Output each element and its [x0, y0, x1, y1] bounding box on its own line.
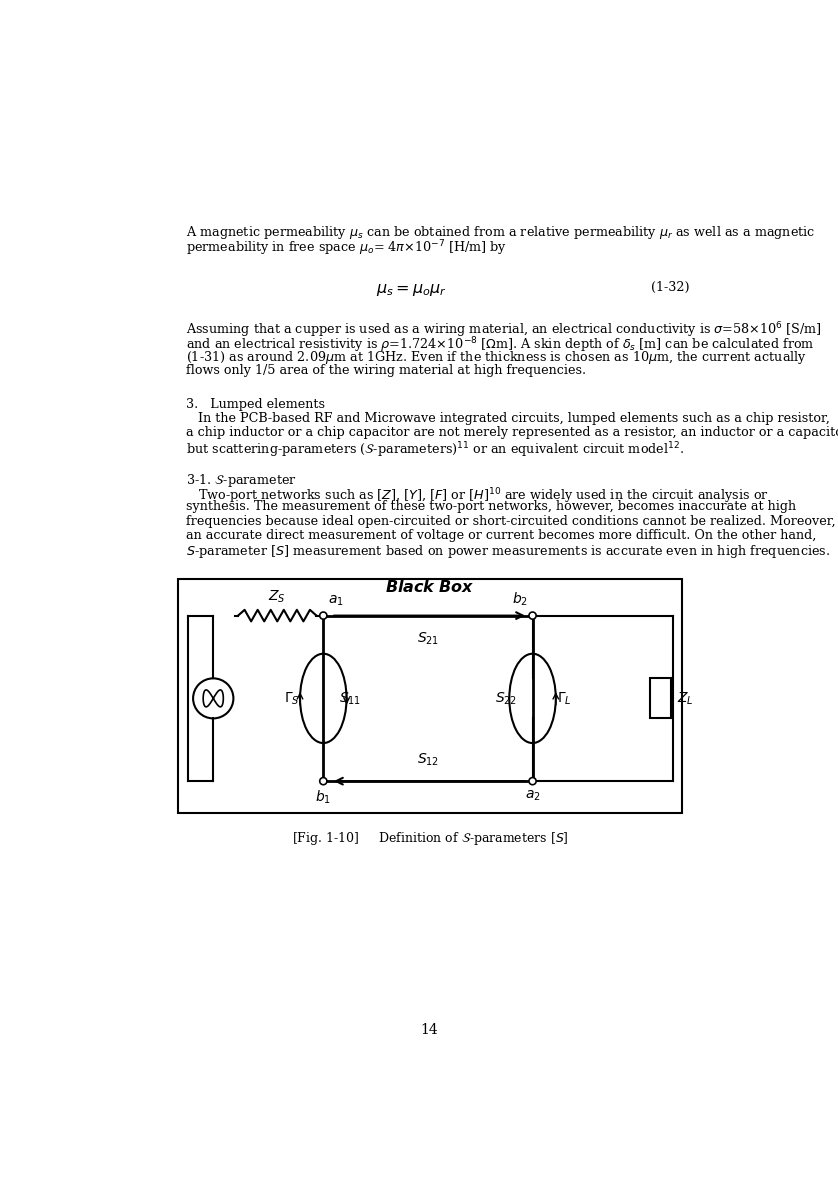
Text: $Z_L$: $Z_L$: [677, 690, 693, 707]
Text: $\bfit{Black\ Box}$: $\bfit{Black\ Box}$: [385, 580, 475, 597]
Bar: [178, 579, 682, 814]
Text: an accurate direct measurement of voltage or current becomes more difficult. On : an accurate direct measurement of voltag…: [186, 529, 816, 542]
Text: 3.   Lumped elements: 3. Lumped elements: [186, 397, 325, 410]
Circle shape: [530, 613, 535, 618]
Text: (1-31) as around 2.09$\mu$m at 1GHz. Even if the thickness is chosen as 10$\mu$m: (1-31) as around 2.09$\mu$m at 1GHz. Eve…: [186, 350, 807, 366]
Bar: [323, 616, 533, 782]
Text: $\Gamma_S$: $\Gamma_S$: [284, 690, 300, 707]
Text: Two-port networks such as [$Z$], [$Y$], [$F$] or [$H$]$^{10}$ are widely used in: Two-port networks such as [$Z$], [$Y$], …: [186, 486, 769, 505]
Text: flows only 1/5 area of the wiring material at high frequencies.: flows only 1/5 area of the wiring materi…: [186, 364, 587, 376]
Circle shape: [530, 779, 535, 783]
Text: $\Gamma_L$: $\Gamma_L$: [557, 690, 572, 707]
Text: $b_1$: $b_1$: [315, 789, 331, 806]
Bar: [650, 678, 670, 719]
Circle shape: [319, 778, 327, 785]
Text: but scattering-parameters ($\mathcal{S}$-parameters)$^{11}$ or an equivalent cir: but scattering-parameters ($\mathcal{S}$…: [186, 440, 685, 460]
Text: 3-1. $\mathcal{S}$-parameter: 3-1. $\mathcal{S}$-parameter: [186, 472, 297, 489]
Text: synthesis. The measurement of these two-port networks, however, becomes inaccura: synthesis. The measurement of these two-…: [186, 500, 796, 514]
Text: Assuming that a cupper is used as a wiring material, an electrical conductivity : Assuming that a cupper is used as a wiri…: [186, 320, 822, 340]
Text: $S$-parameter [$S$] measurement based on power measurements is accurate even in : $S$-parameter [$S$] measurement based on…: [186, 543, 830, 560]
Text: A magnetic permeability $\mu_s$ can be obtained from a relative permeability $\m: A magnetic permeability $\mu_s$ can be o…: [186, 224, 815, 241]
Text: $\mu_s = \mu_o\mu_r$: $\mu_s = \mu_o\mu_r$: [376, 281, 447, 298]
Text: $a_1$: $a_1$: [328, 593, 344, 608]
Text: $S_{12}$: $S_{12}$: [416, 752, 439, 767]
Text: and an electrical resistivity is $\rho$=1.724$\times$10$^{-8}$ [$\Omega$m]. A sk: and an electrical resistivity is $\rho$=…: [186, 336, 815, 355]
Circle shape: [529, 778, 536, 785]
Text: frequencies because ideal open-circuited or short-circuited conditions cannot be: frequencies because ideal open-circuited…: [186, 515, 835, 528]
Text: In the PCB-based RF and Microwave integrated circuits, lumped elements such as a: In the PCB-based RF and Microwave integr…: [186, 412, 830, 425]
Text: a chip inductor or a chip capacitor are not merely represented as a resistor, an: a chip inductor or a chip capacitor are …: [186, 426, 838, 439]
Text: (1-32): (1-32): [651, 281, 690, 294]
Text: [Fig. 1-10]     Definition of $\mathcal{S}$-parameters [$S$]: [Fig. 1-10] Definition of $\mathcal{S}$-…: [292, 830, 569, 848]
Circle shape: [321, 613, 325, 618]
Text: $S_{21}$: $S_{21}$: [416, 631, 439, 646]
Circle shape: [321, 779, 325, 783]
Circle shape: [529, 612, 536, 619]
Text: $S_{22}$: $S_{22}$: [495, 690, 517, 707]
Text: permeability in free space $\mu_o$= 4$\pi$$\times$10$^{-7}$ [H/m] by: permeability in free space $\mu_o$= 4$\p…: [186, 238, 507, 257]
Text: 14: 14: [421, 1024, 438, 1037]
Circle shape: [319, 612, 327, 619]
Text: $Z_S$: $Z_S$: [268, 588, 286, 605]
Text: $b_2$: $b_2$: [512, 591, 528, 608]
Text: $a_2$: $a_2$: [525, 789, 541, 803]
Text: $S_{11}$: $S_{11}$: [339, 690, 361, 707]
